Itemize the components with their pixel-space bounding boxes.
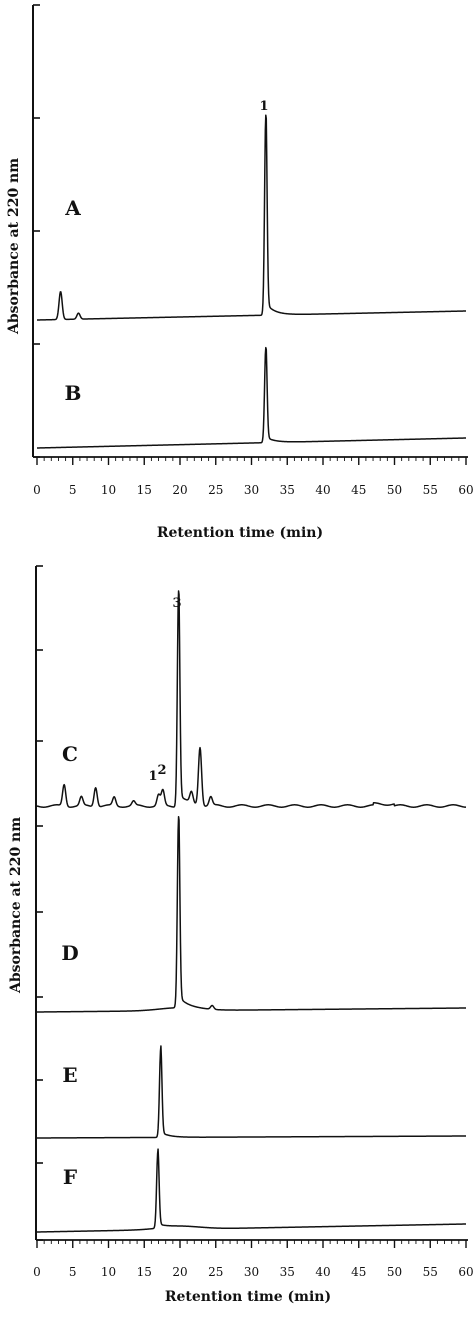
x-tick-label: 50 — [387, 1265, 402, 1279]
x-tick-label: 55 — [423, 483, 438, 497]
x-tick-label: 15 — [137, 1265, 152, 1279]
chromatogram-trace-c — [36, 590, 467, 808]
traces-top — [36, 114, 467, 449]
peak-label-3-c: 3 — [172, 596, 181, 611]
chromatogram-panel-top: 0 5 10 15 20 25 30 35 40 45 50 55 60 Absorbance at 2… — [6, 4, 474, 541]
x-tick-label: 0 — [33, 1265, 41, 1279]
peak-label-1-a: 1 — [259, 99, 268, 114]
x-tick-label: 40 — [315, 1265, 330, 1279]
y-ticks-bottom — [36, 565, 43, 1241]
chromatogram-trace-f — [36, 1148, 467, 1233]
y-axis-title-top: Absorbance at 220 nm — [6, 158, 22, 335]
x-tick-label: 25 — [208, 1265, 223, 1279]
x-tick-label: 35 — [280, 1265, 295, 1279]
x-tick-label: 30 — [244, 1265, 259, 1279]
peak-label-2-c: 2 — [157, 763, 166, 778]
x-tick-label: 25 — [208, 483, 223, 497]
trace-label-e: E — [62, 1063, 77, 1087]
chromatogram-trace-a — [36, 114, 467, 321]
trace-label-b: B — [65, 381, 82, 405]
chromatogram-panel-bottom: 0 5 10 15 20 25 30 35 40 45 50 55 60 Absorbance at 2… — [8, 565, 474, 1305]
x-tick-label: 50 — [387, 483, 402, 497]
x-tick-label: 20 — [172, 483, 187, 497]
x-tick-label: 60 — [458, 1265, 473, 1279]
x-tick-label: 10 — [101, 1265, 116, 1279]
chromatogram-trace-d — [36, 815, 467, 1013]
trace-label-f: F — [63, 1165, 77, 1189]
x-tick-label: 45 — [351, 483, 366, 497]
x-ticks-bottom: 0 5 10 15 20 25 30 35 40 45 50 55 60 — [33, 1240, 474, 1279]
x-tick-label: 15 — [137, 483, 152, 497]
x-tick-label: 5 — [69, 1265, 77, 1279]
trace-label-c: C — [62, 742, 78, 766]
x-tick-label: 10 — [101, 483, 116, 497]
traces-bottom — [36, 590, 467, 1233]
chromatogram-trace-b — [36, 346, 467, 449]
x-tick-label: 35 — [280, 483, 295, 497]
x-tick-label: 45 — [351, 1265, 366, 1279]
y-ticks-top — [33, 4, 40, 458]
x-axis-title-top: Retention time (min) — [157, 525, 323, 541]
x-axis-title-bottom: Retention time (min) — [165, 1289, 331, 1305]
peak-label-1-c: 1 — [148, 769, 157, 784]
x-tick-label: 30 — [244, 483, 259, 497]
x-tick-label: 5 — [69, 483, 77, 497]
x-tick-label: 60 — [458, 483, 473, 497]
x-tick-label: 0 — [33, 483, 41, 497]
trace-label-d: D — [61, 941, 78, 965]
x-ticks-top: 0 5 10 15 20 25 30 35 40 45 50 55 60 — [33, 457, 474, 497]
x-tick-label: 40 — [315, 483, 330, 497]
trace-label-a: A — [64, 196, 81, 220]
y-axis-title-bottom: Absorbance at 220 nm — [8, 817, 24, 994]
x-tick-label: 55 — [423, 1265, 438, 1279]
x-tick-label: 20 — [172, 1265, 187, 1279]
chromatogram-trace-e — [36, 1045, 467, 1139]
